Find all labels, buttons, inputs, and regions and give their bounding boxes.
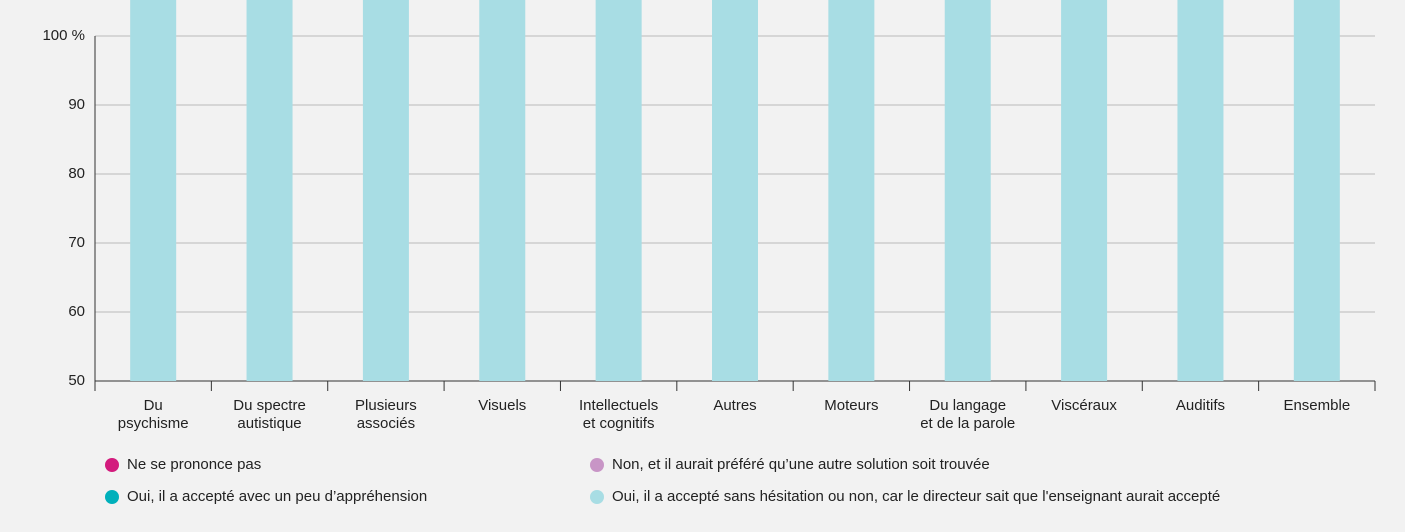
bar-segment: [130, 0, 177, 382]
bar-segment: [712, 0, 758, 381]
legend-swatch: [105, 490, 119, 504]
bar-segment: [479, 0, 526, 382]
x-tick-label: Intellectuels: [579, 397, 658, 414]
y-tick-label: 90: [68, 96, 85, 113]
x-tick-label: Viscéraux: [1051, 397, 1117, 414]
x-tick-label: Ensemble: [1283, 397, 1350, 414]
legend-swatch: [590, 490, 604, 504]
y-tick-label: 60: [68, 303, 85, 320]
legend-label: Oui, il a accepté avec un peu d’appréhen…: [127, 488, 427, 505]
bar-segment: [1177, 0, 1224, 382]
bar-segment: [828, 0, 875, 381]
y-tick-label: 70: [68, 234, 85, 251]
y-tick-label: 100 %: [42, 27, 85, 44]
x-tick-label: Plusieurs: [355, 397, 417, 414]
bar-segment: [595, 0, 642, 381]
legend-swatch: [590, 458, 604, 472]
bar-segment: [246, 0, 293, 381]
bar-segment: [362, 0, 409, 381]
x-tick-label: et cognitifs: [583, 415, 655, 432]
x-tick-label: Visuels: [478, 397, 526, 414]
x-tick-label: Du spectre: [233, 397, 306, 414]
legend-label: Non, et il aurait préféré qu’une autre s…: [612, 456, 990, 473]
x-tick-label: autistique: [237, 415, 301, 432]
y-tick-label: 80: [68, 165, 85, 182]
bar-segment: [1293, 0, 1340, 382]
x-tick-label: Autres: [713, 397, 756, 414]
x-tick-label: Du langage: [929, 397, 1006, 414]
x-tick-label: Auditifs: [1176, 397, 1225, 414]
legend-label: Oui, il a accepté sans hésitation ou non…: [612, 488, 1220, 505]
legend-swatch: [105, 458, 119, 472]
y-tick-label: 50: [68, 372, 85, 389]
bar-segment: [1061, 0, 1108, 381]
x-tick-label: Moteurs: [824, 397, 878, 414]
x-tick-label: et de la parole: [920, 415, 1015, 432]
x-tick-label: Du: [144, 397, 163, 414]
legend-label: Ne se prononce pas: [127, 456, 261, 473]
x-tick-label: associés: [357, 415, 415, 432]
x-tick-label: psychisme: [118, 415, 189, 432]
bar-segment: [944, 0, 991, 382]
